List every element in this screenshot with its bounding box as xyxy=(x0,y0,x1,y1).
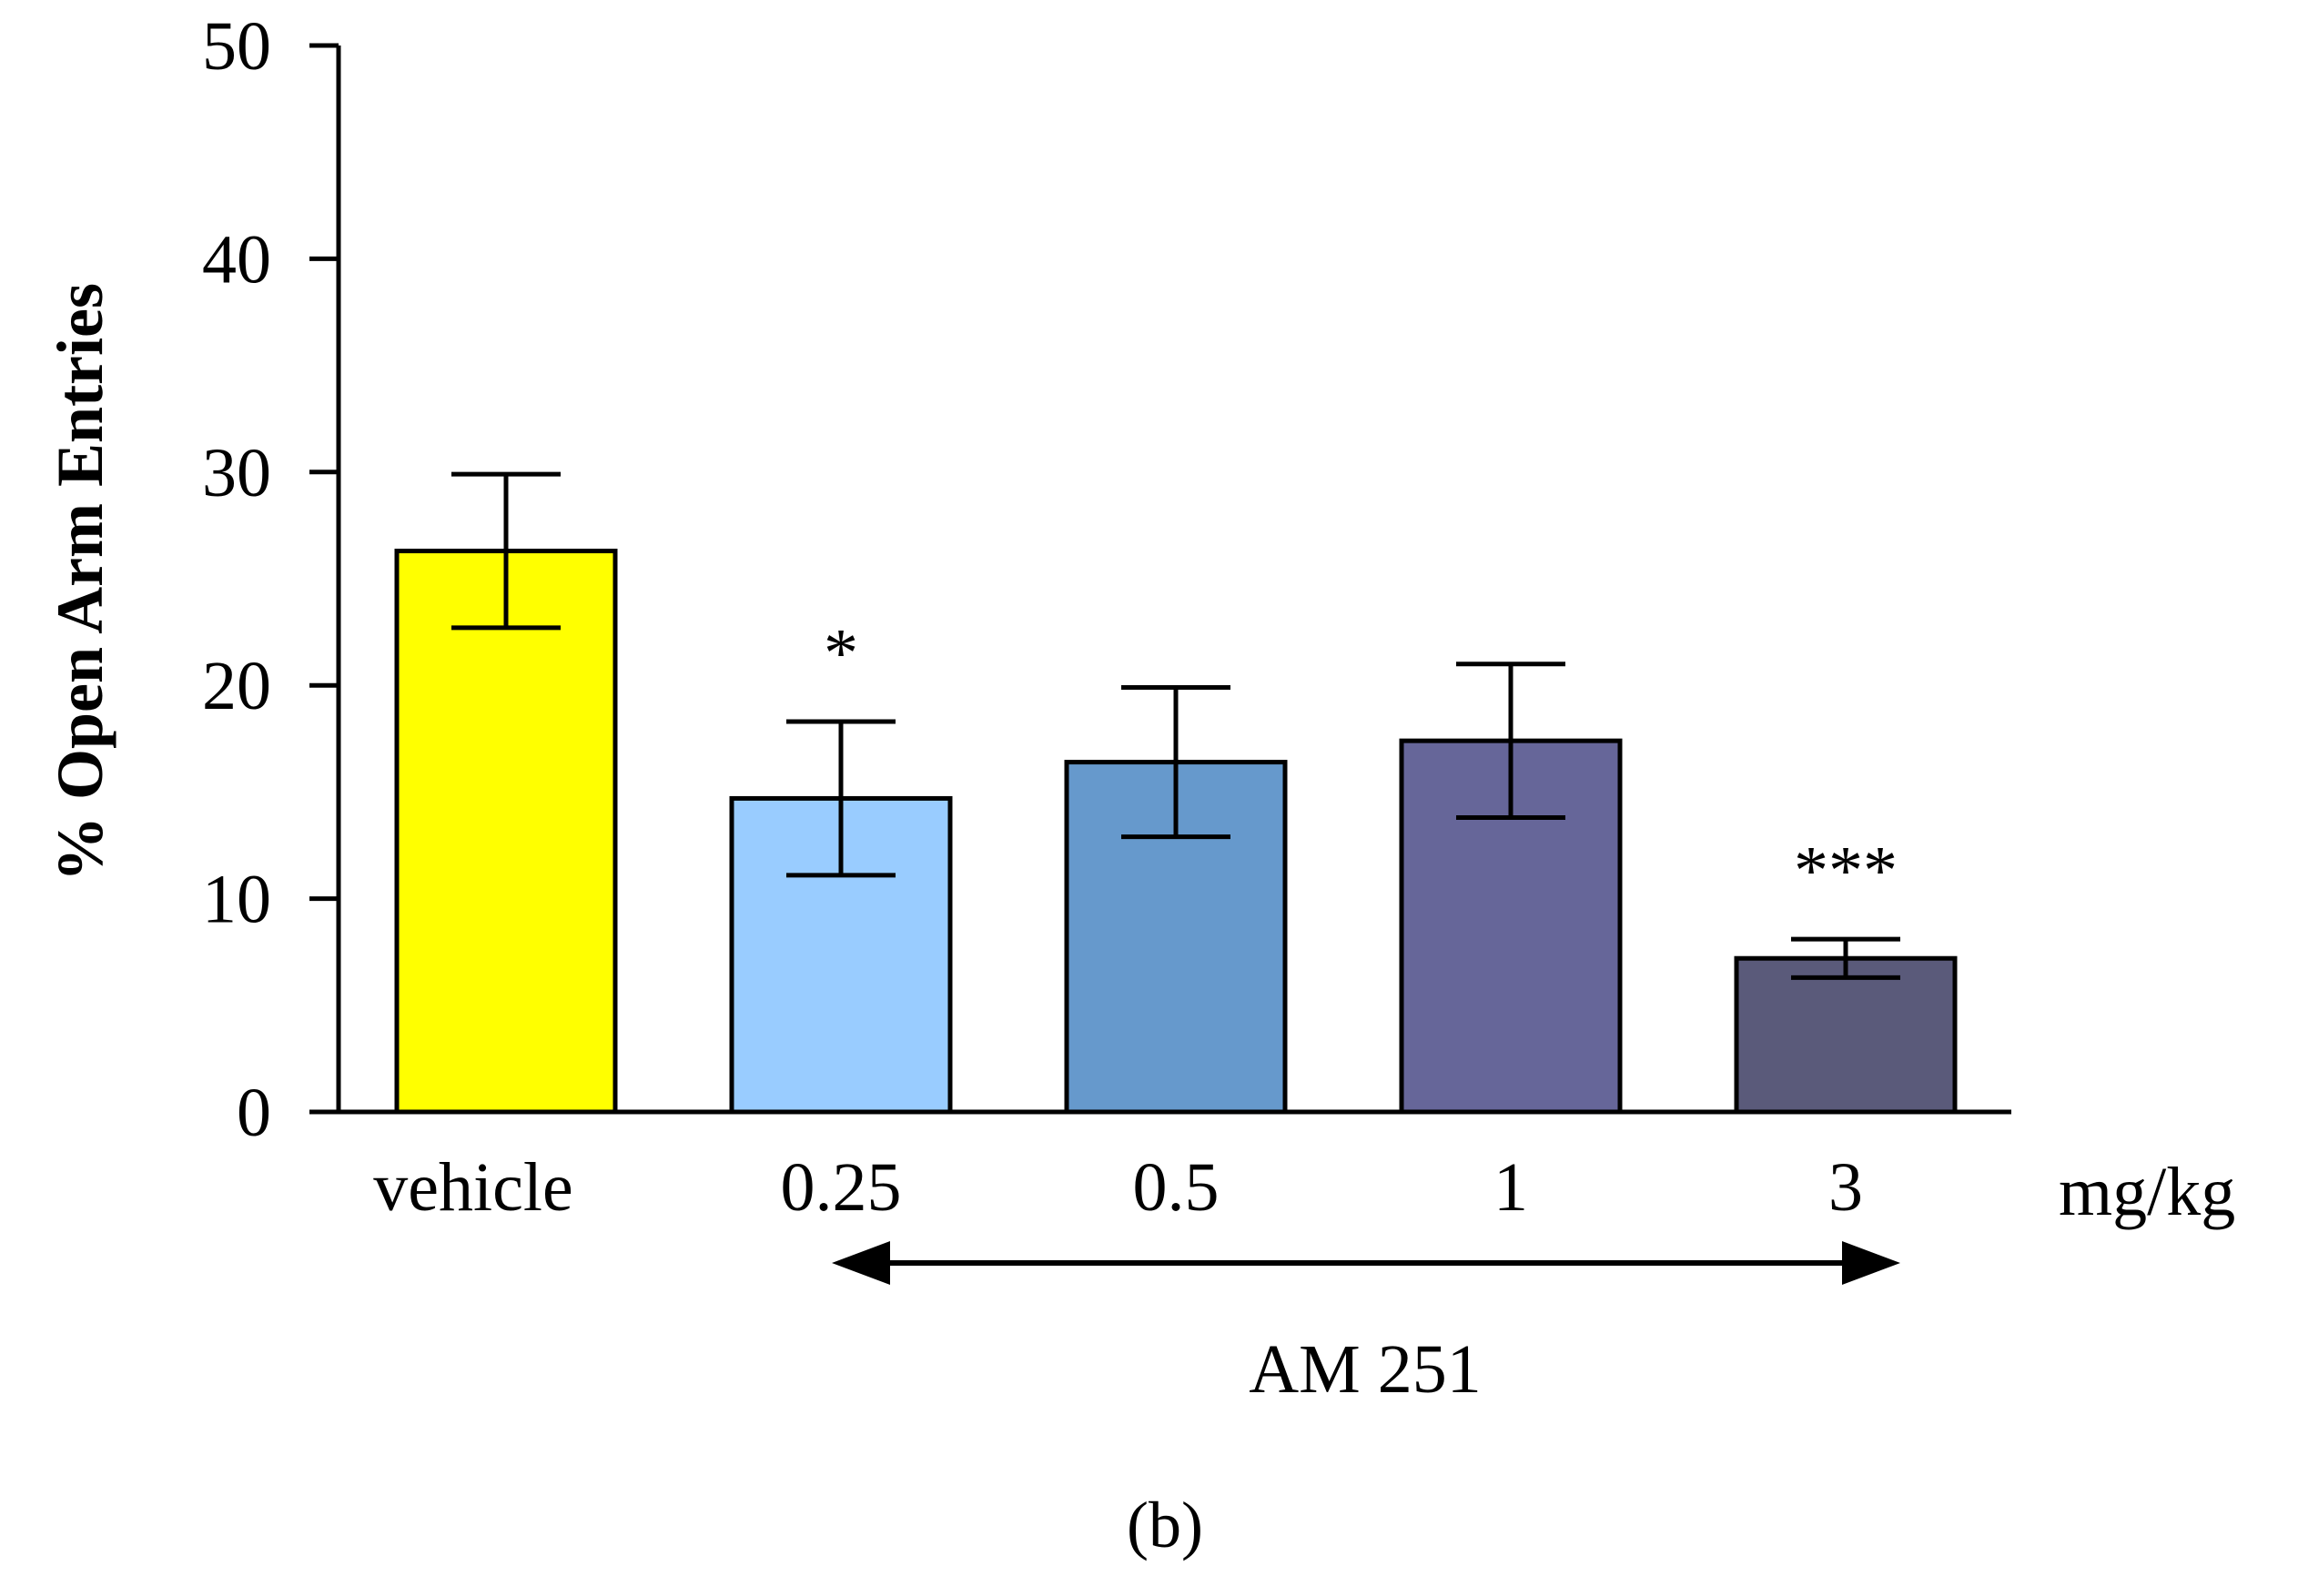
bars xyxy=(394,549,1958,1115)
group-arrow xyxy=(832,1241,1900,1285)
y-tick-label: 20 xyxy=(202,648,271,724)
x-tick-label: 0.5 xyxy=(1133,1149,1220,1226)
group-label: AM 251 xyxy=(1249,1331,1481,1408)
y-tick-label: 0 xyxy=(237,1075,271,1151)
significance-mark: * xyxy=(824,615,858,692)
bar-0.5 xyxy=(1064,760,1288,1115)
bar-vehicle xyxy=(394,549,618,1115)
y-axis-label: % Open Arm Entries xyxy=(44,283,116,882)
x-tick-label: 1 xyxy=(1493,1149,1528,1226)
y-tick-label: 30 xyxy=(202,435,271,511)
labels: % Open Arm Entries mg/kg AM 251 (b) vehi… xyxy=(44,283,2235,1561)
y-tick-label: 50 xyxy=(202,8,271,85)
error-bars xyxy=(451,471,1900,980)
x-tick-label: vehicle xyxy=(373,1149,572,1226)
group-arrow-right-head xyxy=(1842,1241,1900,1285)
bar-3 xyxy=(1734,955,1958,1115)
group-arrow-left-head xyxy=(832,1241,890,1285)
y-tick-label: 10 xyxy=(202,862,271,938)
axes: 0 10 20 30 40 50 xyxy=(202,8,2011,1151)
panel-label: (b) xyxy=(1127,1489,1203,1561)
x-tick-label: 0.25 xyxy=(781,1149,902,1226)
unit-label: mg/kg xyxy=(2059,1154,2235,1230)
x-tick-label: 3 xyxy=(1828,1149,1863,1226)
significance-mark: *** xyxy=(1794,833,1898,909)
y-tick-label: 40 xyxy=(202,221,271,298)
